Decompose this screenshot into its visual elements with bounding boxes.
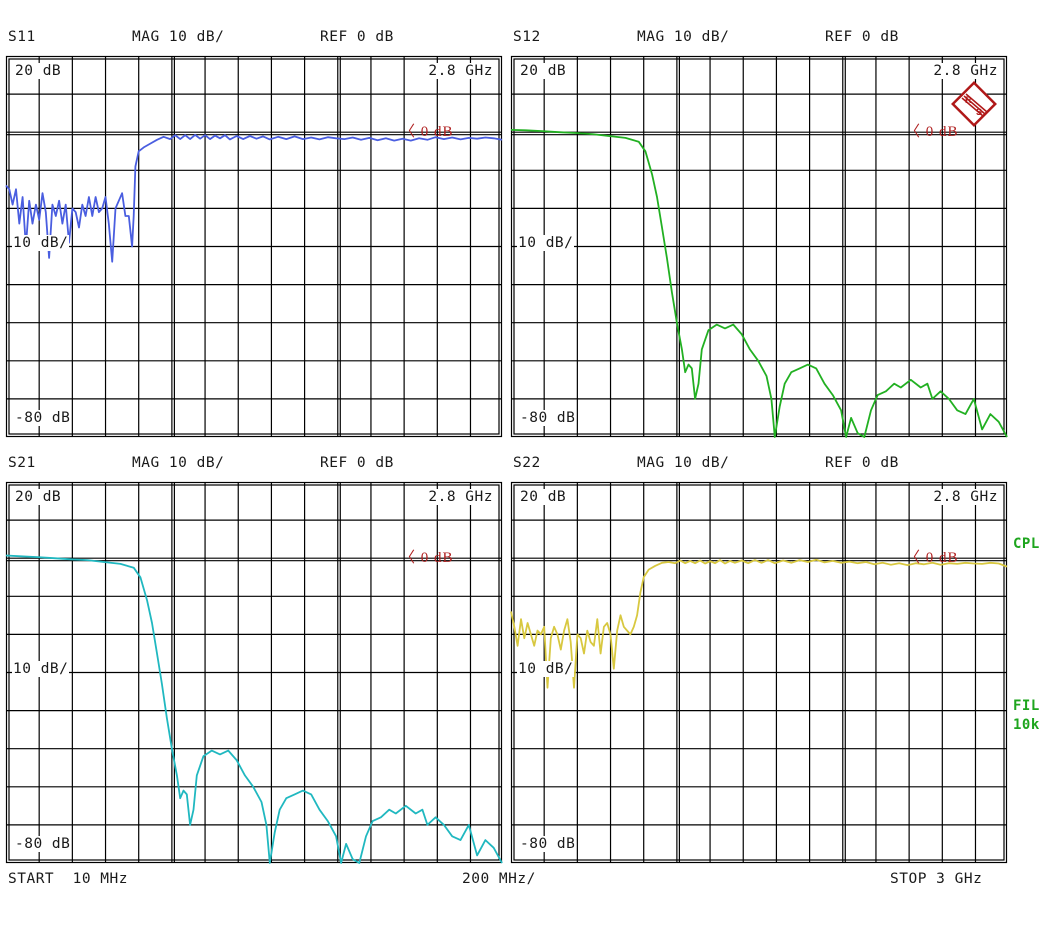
filter-bandwidth-value: 10k (1013, 717, 1040, 733)
start-frequency: START 10 MHz (8, 871, 128, 887)
scale-per-div-label: 10 dB/ (517, 235, 575, 251)
span-per-div: 200 MHz/ (462, 871, 536, 887)
marker-arrow-icon: 〈 (905, 124, 922, 140)
trace-s22 (510, 558, 1008, 689)
format-label-s12: MAG 10 dB/ (637, 29, 730, 45)
bottom-scale-label: -80 dB (519, 836, 577, 852)
bottom-scale-label: -80 dB (14, 836, 72, 852)
scale-per-div-label: 10 dB/ (517, 661, 575, 677)
panel-title-s12: S12 (513, 29, 541, 45)
filter-indicator: FIL (1013, 698, 1040, 714)
marker-arrow-icon: 〈 (400, 550, 417, 566)
grid (510, 55, 1008, 438)
rohde-schwarz-logo-icon: R S (951, 81, 997, 127)
ref-label-s21: REF 0 dB (320, 455, 394, 471)
svg-text:R: R (965, 95, 972, 105)
marker-readout: 〈 0 dB (905, 124, 959, 140)
bottom-scale-label: -80 dB (519, 410, 577, 426)
plot-s11: 20 dB 2.8 GHz 〈 0 dB 10 dB/ -80 dB (5, 55, 503, 438)
plot-s22: 20 dB 2.8 GHz 〈 0 dB 10 dB/ -80 dB (510, 481, 1008, 864)
panel-title-s11: S11 (8, 29, 36, 45)
scale-per-div-label: 10 dB/ (12, 661, 70, 677)
marker-freq-label: 2.8 GHz (932, 63, 999, 79)
top-scale-label: 20 dB (14, 63, 63, 79)
top-scale-label: 20 dB (519, 489, 568, 505)
coupled-indicator: CPL (1013, 536, 1040, 552)
panel-title-s22: S22 (513, 455, 541, 471)
marker-readout: 〈 0 dB (905, 550, 959, 566)
ref-label-s22: REF 0 dB (825, 455, 899, 471)
scale-per-div-label: 10 dB/ (12, 235, 70, 251)
plot-s21: 20 dB 2.8 GHz 〈 0 dB 10 dB/ -80 dB (5, 481, 503, 864)
marker-freq-label: 2.8 GHz (427, 63, 494, 79)
grid (510, 481, 1008, 864)
plot-s21-svg (5, 481, 503, 864)
grid (5, 481, 503, 864)
marker-arrow-icon: 〈 (905, 550, 922, 566)
plot-s11-svg (5, 55, 503, 438)
trace-s12 (510, 129, 1008, 438)
marker-freq-label: 2.8 GHz (427, 489, 494, 505)
grid (5, 55, 503, 438)
trace-s11 (5, 134, 503, 263)
format-label-s22: MAG 10 dB/ (637, 455, 730, 471)
top-scale-label: 20 dB (519, 63, 568, 79)
panel-title-s21: S21 (8, 455, 36, 471)
format-label-s11: MAG 10 dB/ (132, 29, 225, 45)
plot-s22-svg (510, 481, 1008, 864)
ref-label-s12: REF 0 dB (825, 29, 899, 45)
stop-frequency: STOP 3 GHz (890, 871, 983, 887)
plot-s12: 20 dB 2.8 GHz 〈 0 dB 10 dB/ -80 dB R S (510, 55, 1008, 438)
plot-s12-svg (510, 55, 1008, 438)
marker-readout: 〈 0 dB (400, 550, 454, 566)
marker-arrow-icon: 〈 (400, 124, 417, 140)
format-label-s21: MAG 10 dB/ (132, 455, 225, 471)
trace-s21 (5, 554, 503, 864)
marker-freq-label: 2.8 GHz (932, 489, 999, 505)
ref-label-s11: REF 0 dB (320, 29, 394, 45)
top-scale-label: 20 dB (14, 489, 63, 505)
svg-text:S: S (976, 107, 982, 117)
marker-readout: 〈 0 dB (400, 124, 454, 140)
bottom-scale-label: -80 dB (14, 410, 72, 426)
